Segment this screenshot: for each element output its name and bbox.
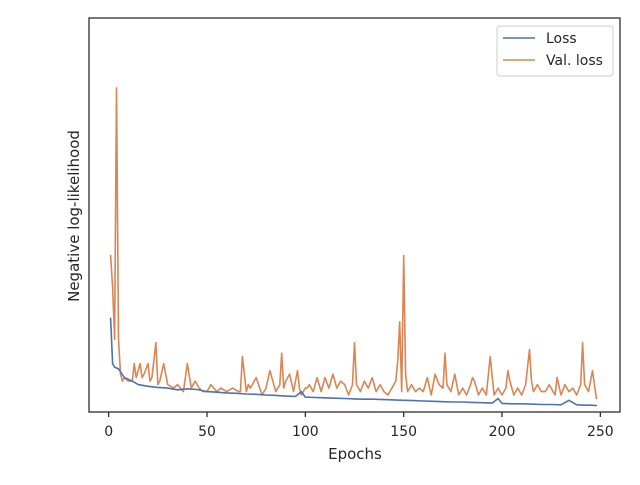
plot-area <box>88 17 621 413</box>
x-axis-ticks: 0 50 100 150 200 250 <box>104 412 614 440</box>
x-tick-label: 250 <box>587 424 614 440</box>
x-tick-label: 0 <box>104 424 113 440</box>
series-line-loss <box>109 317 598 407</box>
x-tick-label: 100 <box>292 424 319 440</box>
x-axis-label: Epochs <box>328 445 382 463</box>
series-lines <box>109 87 598 407</box>
x-tick-label: 200 <box>489 424 516 440</box>
axes-frame <box>88 17 621 413</box>
legend-label-val-loss: Val. loss <box>546 53 603 69</box>
legend: Loss Val. loss <box>496 25 614 77</box>
x-tick-label: 50 <box>198 424 216 440</box>
legend-label-loss: Loss <box>546 31 577 47</box>
y-axis-label: Negative log-likelihood <box>65 130 83 302</box>
series-line-val-loss <box>109 87 598 400</box>
x-tick-label: 150 <box>390 424 417 440</box>
